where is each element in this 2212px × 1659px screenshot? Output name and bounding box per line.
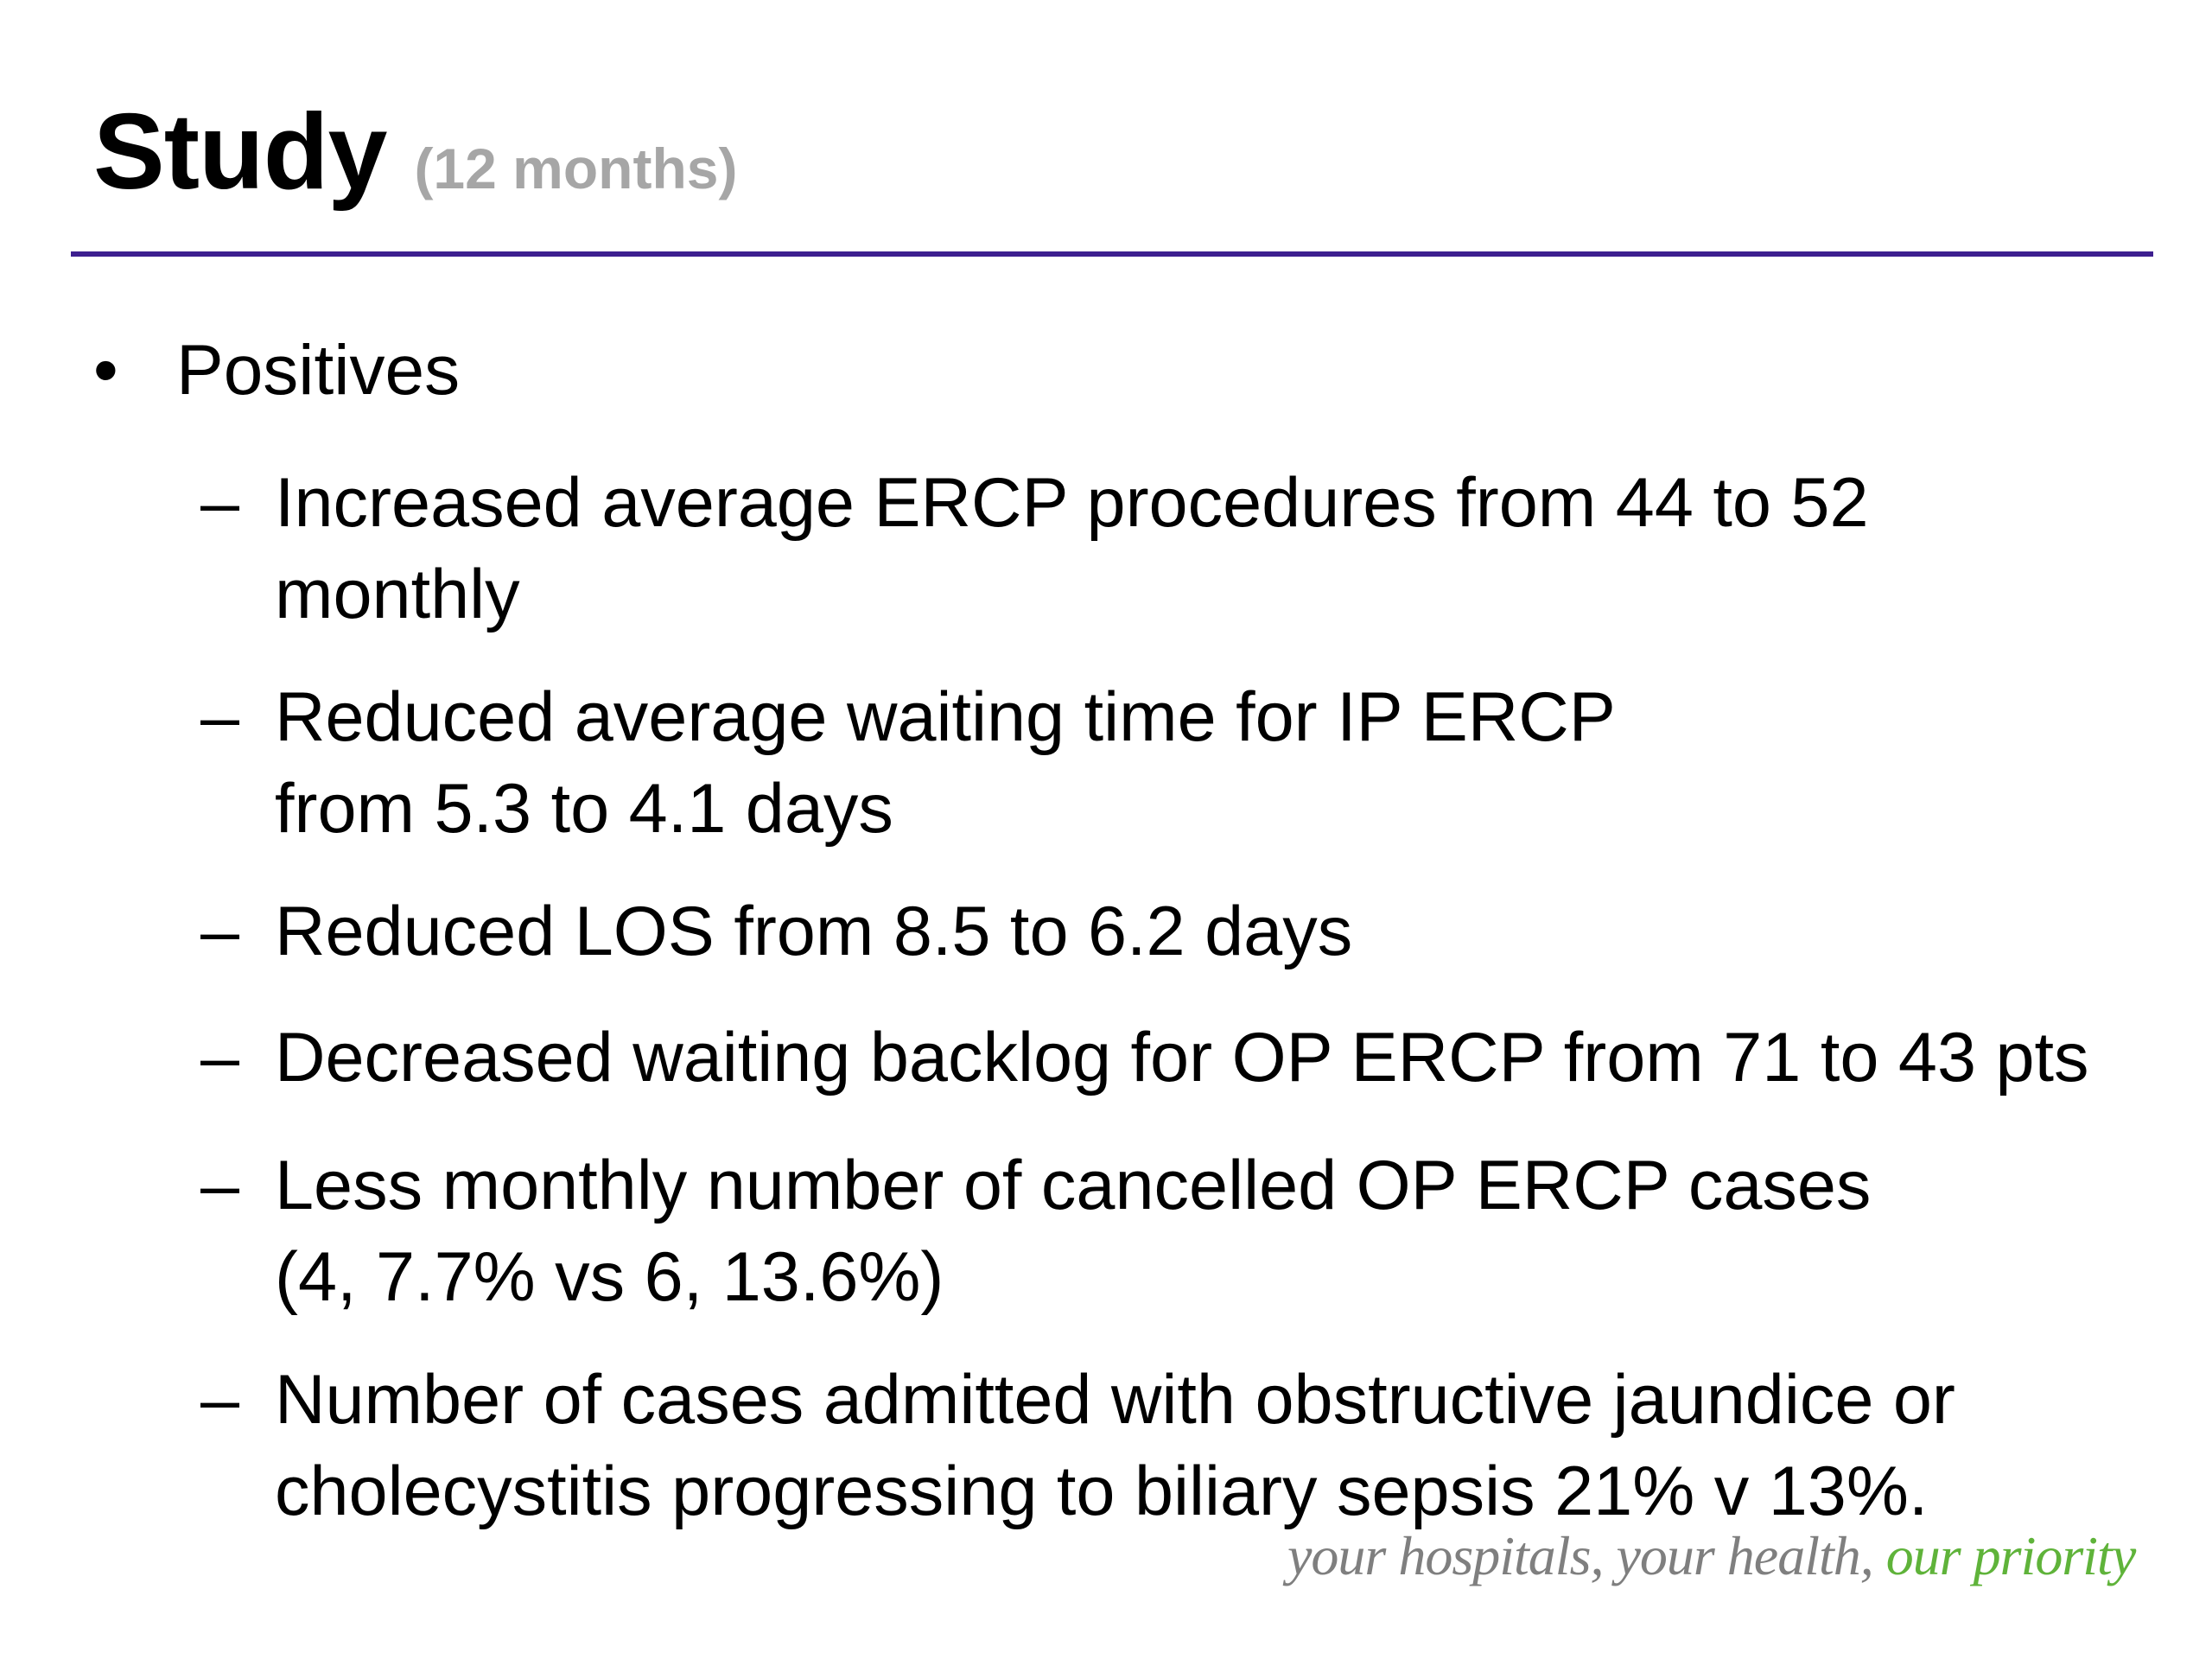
dash-icon: – <box>200 464 240 542</box>
list-item-line: Decreased waiting backlog for OP ERCP fr… <box>275 1019 2089 1096</box>
title-divider <box>71 251 2153 257</box>
bullet-label: Positives <box>176 331 461 410</box>
list-item-line: (4, 7.7% vs 6, 13.6%) <box>275 1238 944 1316</box>
dash-icon: – <box>200 893 240 970</box>
list-item-line: Less monthly number of cancelled OP ERCP… <box>275 1147 1872 1224</box>
bullet-dot-icon: • <box>93 331 118 410</box>
dash-icon: – <box>200 678 240 756</box>
dash-icon: – <box>200 1019 240 1096</box>
list-item-line: Reduced average waiting time for IP ERCP <box>275 678 1616 756</box>
list-item-line: cholecystitis progressing to biliary sep… <box>275 1452 1929 1530</box>
dash-icon: – <box>200 1147 240 1224</box>
list-item-line: Increased average ERCP procedures from 4… <box>275 464 1869 542</box>
list-item-text: Increased average ERCP procedures from 4… <box>275 457 2212 640</box>
footer-tagline: your hospitals, your health, our priorit… <box>1287 1524 2136 1588</box>
list-item-line: monthly <box>275 556 520 633</box>
list-item-text: Reduced LOS from 8.5 to 6.2 days <box>275 886 2212 977</box>
slide-subtitle: (12 months) <box>414 137 738 200</box>
title-row: Study (12 months) <box>93 91 737 213</box>
bullet-positives: • Positives <box>93 330 460 411</box>
list-item-line: Number of cases admitted with obstructiv… <box>275 1361 1955 1439</box>
slide-title: Study <box>93 92 387 212</box>
list-item-text: Reduced average waiting time for IP ERCP… <box>275 671 2212 855</box>
list-item-line: from 5.3 to 4.1 days <box>275 770 893 848</box>
list-item-line: Reduced LOS from 8.5 to 6.2 days <box>275 893 1353 970</box>
list-item-text: Less monthly number of cancelled OP ERCP… <box>275 1140 2212 1323</box>
footer-tagline-part2: our priority <box>1885 1525 2136 1586</box>
footer-tagline-part1: your hospitals, your health, <box>1287 1525 1886 1586</box>
list-item-text: Decreased waiting backlog for OP ERCP fr… <box>275 1012 2212 1103</box>
list-item-text: Number of cases admitted with obstructiv… <box>275 1354 2212 1537</box>
dash-icon: – <box>200 1361 240 1439</box>
